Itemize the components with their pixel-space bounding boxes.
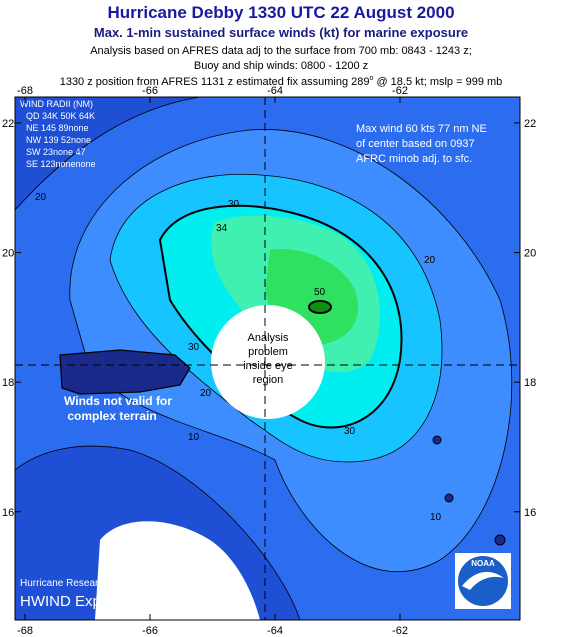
wind-radii-line: NW 139 52none	[26, 135, 91, 145]
lon-tick-label: -62	[392, 625, 408, 637]
lon-tick-label: -68	[17, 85, 33, 97]
contour-label: 30	[228, 199, 240, 210]
lon-tick-label: -64	[267, 85, 283, 97]
buoy-line: Buoy and ship winds: 0800 - 1200 z	[194, 60, 368, 72]
position-line: 1330 z position from AFRES 1131 z estima…	[60, 75, 503, 88]
wind-band-50	[308, 300, 332, 314]
island	[432, 435, 442, 445]
note-line: Max wind 60 kts 77 nm NE	[356, 123, 487, 135]
note-line: complex terrain	[67, 409, 156, 423]
lat-tick-label: 20	[2, 248, 14, 260]
note-line: region	[253, 374, 284, 386]
terrain-note: Winds not valid for complex terrain	[64, 394, 172, 423]
degree-sign: o	[370, 75, 374, 82]
island	[494, 534, 506, 546]
logo-text: NOAA	[471, 559, 495, 568]
note-line: of center based on 0937	[356, 138, 475, 150]
wind-radii: WIND RADII (NM) QD 34K 50K 64K NE 145 89…	[20, 99, 96, 169]
subtitle: Max. 1-min sustained surface winds (kt) …	[94, 25, 468, 40]
eye-mask	[211, 305, 325, 419]
lat-tick-label: 20	[524, 248, 536, 260]
map-frame	[14, 96, 521, 621]
lon-tick-label: -66	[142, 85, 158, 97]
contour-label: 20	[35, 192, 47, 203]
contour-label: 10	[188, 432, 200, 443]
lon-tick-label: -66	[142, 625, 158, 637]
contour-label: 10	[430, 512, 442, 523]
analysis-line: Analysis based on AFRES data adj to the …	[90, 45, 472, 57]
contour-label: 30	[188, 342, 200, 353]
note-line: Winds not valid for	[64, 394, 172, 408]
position-text-end: @ 18.5 kt; mslp = 999 mb	[373, 76, 502, 88]
map-area	[15, 97, 520, 620]
note-line: inside eye	[243, 360, 293, 372]
credit: Hurricane Research Divisi	[20, 578, 136, 589]
logo-bird	[462, 571, 504, 590]
contour-label: 20	[200, 388, 212, 399]
title: Hurricane Debby 1330 UTC 22 August 2000	[107, 3, 454, 22]
credit: HWIND Experimental Analys	[20, 593, 211, 610]
island	[444, 493, 454, 503]
lon-tick-label: -68	[17, 625, 33, 637]
wind-radii-line: NE 145 89none	[26, 123, 89, 133]
lat-tick-label: 22	[2, 118, 14, 130]
wind-radii-line: WIND RADII (NM)	[20, 99, 93, 109]
note-line: AFRC minob adj. to sfc.	[356, 153, 472, 165]
lat-tick-label: 18	[524, 377, 536, 389]
noaa-logo: NOAA	[455, 553, 511, 609]
eye-note: Analysis problem inside eye region	[243, 332, 293, 386]
land-south	[150, 585, 250, 620]
puerto-rico	[59, 349, 191, 395]
max-wind-note: Max wind 60 kts 77 nm NE of center based…	[356, 123, 487, 165]
note-line: problem	[248, 346, 288, 358]
lon-tick-label: -64	[267, 625, 283, 637]
contour-label: 30	[344, 426, 356, 437]
lat-tick-label: 18	[2, 377, 14, 389]
contour-label: 50	[314, 287, 326, 298]
contour-label: 20	[424, 255, 436, 266]
lat-tick-label: 16	[2, 507, 14, 519]
position-text: 1330 z position from AFRES 1131 z estima…	[60, 76, 370, 88]
logo-circle	[458, 556, 508, 606]
lat-tick-label: 22	[524, 118, 536, 130]
wind-radii-line: QD 34K 50K 64K	[26, 111, 95, 121]
wind-radii-line: SE 123nonenone	[26, 159, 96, 169]
wind-radii-line: SW 23none 47	[26, 147, 86, 157]
lat-tick-label: 16	[524, 507, 536, 519]
contour-label: 34	[216, 223, 228, 234]
note-line: Analysis	[248, 332, 289, 344]
lon-tick-label: -62	[392, 85, 408, 97]
